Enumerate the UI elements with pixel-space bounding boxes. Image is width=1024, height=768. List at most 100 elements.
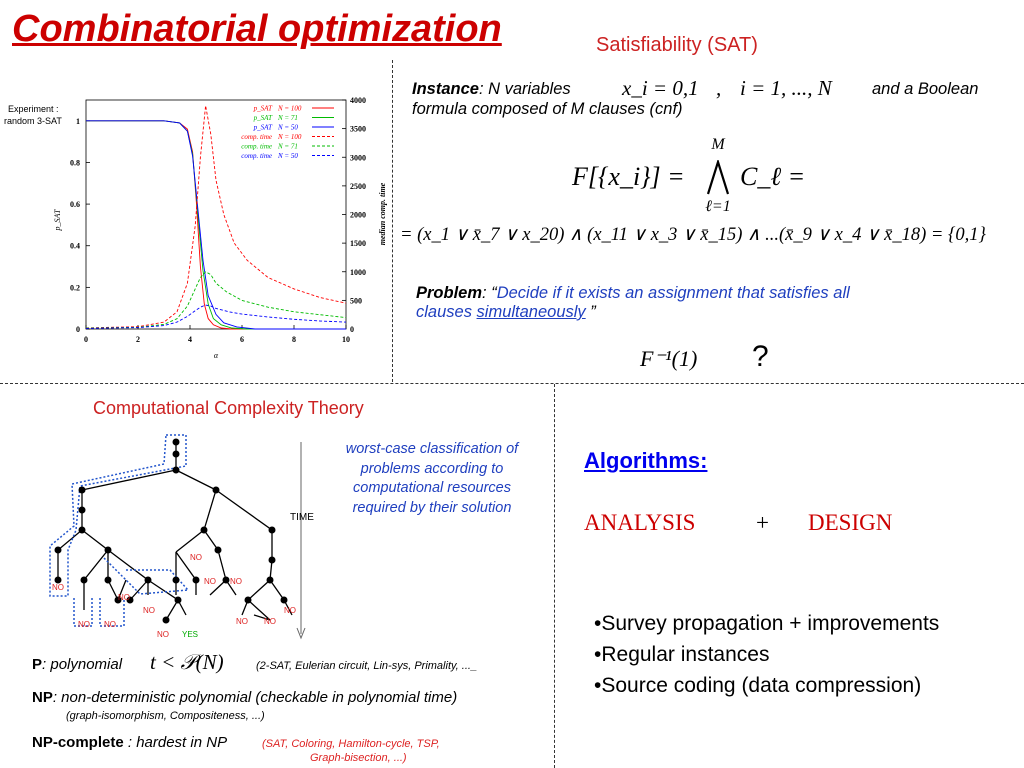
problem-colon: : “	[482, 284, 497, 302]
chart-plot-frame	[85, 99, 347, 330]
chart-y2-axis-label: median comp. time	[378, 182, 387, 245]
instance-text-3: formula composed of M clauses (cnf)	[412, 100, 683, 118]
algorithm-bullet: •Regular instances	[594, 643, 770, 666]
p-region-outline	[49, 434, 187, 597]
y2-tick-label: 1500	[350, 239, 366, 248]
formula-rhs: C_ℓ =	[740, 162, 806, 191]
time-label: TIME	[290, 512, 314, 523]
experiment-label-2: random 3-SAT	[4, 116, 62, 126]
series-line	[86, 120, 346, 330]
algorithm-bullet: •Survey propagation + improvements	[594, 612, 940, 635]
divider-top-vertical	[392, 60, 393, 382]
legend-n: N = 71	[277, 114, 298, 122]
series-line	[85, 271, 347, 329]
divider-bottom-vertical	[554, 384, 555, 768]
no-leaf-label: NO	[104, 620, 116, 629]
no-leaf-label: NO	[78, 620, 90, 629]
instance-text: : N variables	[478, 80, 571, 98]
x-tick-label: 4	[188, 335, 192, 344]
complexity-note-line: problems according to	[360, 460, 504, 477]
formula-op-top: M	[711, 136, 725, 153]
legend-label: comp. time	[241, 143, 272, 151]
y2-tick-label: 4000	[350, 96, 366, 105]
np-region-outline	[73, 557, 190, 627]
no-leaf-label: NO	[264, 617, 276, 626]
no-leaf-label: NO	[230, 577, 242, 586]
problem-label: Problem	[416, 284, 483, 302]
npc-class-label: NP-complete	[32, 734, 124, 751]
legend-label: comp. time	[241, 133, 272, 141]
analysis-label: ANALYSIS	[584, 510, 696, 535]
legend-label: p_SAT	[253, 105, 274, 113]
inverse-formula: F⁻¹(1)	[640, 346, 698, 371]
instance-label: Instance	[412, 80, 479, 98]
series-line	[85, 304, 347, 329]
complexity-note-line: required by their solution	[352, 499, 512, 516]
legend-n: N = 50	[277, 124, 298, 132]
no-leaf-label: NO	[143, 606, 155, 615]
y2-tick-label: 0	[350, 325, 354, 334]
no-leaf-label: NO	[118, 593, 130, 602]
y-tick-label: 0.6	[70, 200, 80, 209]
y-tick-label: 0	[76, 325, 80, 334]
formula-op-bottom: ℓ=1	[705, 198, 731, 215]
comma-separator: ,	[716, 76, 722, 100]
algorithms-heading: Algorithms:	[584, 448, 708, 473]
problem-text-2a: clauses	[416, 303, 477, 321]
no-leaf-label: NO	[157, 630, 169, 639]
x-tick-label: 6	[240, 335, 244, 344]
complexity-note-line: worst-case classification of	[345, 441, 519, 457]
no-leaf-labels: NO NO NO NO NO NO NO NO NO NO NO NO	[52, 553, 296, 639]
p-class-label: P	[32, 656, 43, 673]
y-tick-label: 0.4	[70, 242, 80, 251]
y2-tick-label: 2000	[350, 211, 366, 220]
design-label: DESIGN	[808, 510, 893, 535]
sat-transition-chart: Experiment : random 3-SAT 0 2 4 6 8 1000.20.4…	[4, 96, 387, 360]
p-class-math: t < 𝒫(N)	[150, 650, 224, 674]
legend-label: p_SAT	[253, 114, 274, 122]
no-leaf-label: NO	[284, 606, 296, 615]
no-leaf-label: NO	[190, 553, 202, 562]
divider-horizontal	[0, 383, 1024, 384]
series-line	[85, 105, 347, 329]
p-class-text: : polynomial	[42, 656, 123, 673]
tree-nodes	[54, 438, 288, 624]
formula-lhs: F[{x_i}] =	[572, 162, 685, 191]
complexity-heading: Computational Complexity Theory	[93, 398, 364, 418]
y-tick-label: 0.2	[70, 283, 80, 292]
y-tick-label: 1	[76, 117, 80, 126]
experiment-label-1: Experiment :	[8, 104, 59, 114]
y-tick-label: 0.8	[70, 158, 80, 167]
npc-examples-2: Graph-bisection, ...)	[310, 752, 407, 764]
yes-leaf-label: YES	[182, 630, 198, 639]
npc-class-text: : hardest in NP	[123, 734, 228, 751]
time-arrow-icon	[296, 627, 306, 640]
np-class-label: NP	[32, 689, 53, 706]
y2-tick-label: 3500	[350, 125, 366, 134]
series-line	[86, 120, 346, 330]
sat-heading: Satisfiability (SAT)	[596, 34, 758, 56]
x-tick-label: 8	[292, 335, 296, 344]
question-mark: ?	[752, 340, 769, 373]
legend-n: N = 71	[277, 143, 298, 151]
x-tick-label: 2	[136, 335, 140, 344]
y2-tick-label: 2500	[350, 182, 366, 191]
big-wedge-icon	[706, 160, 730, 195]
npc-examples-1: (SAT, Coloring, Hamilton-cycle, TSP,	[262, 738, 440, 750]
no-leaf-label: NO	[52, 583, 64, 592]
legend-n: N = 100	[277, 105, 302, 113]
chart-x-axis-label: α	[214, 351, 219, 360]
y2-tick-label: 1000	[350, 268, 366, 277]
plus-sign: +	[756, 510, 769, 535]
problem-text-2c: ”	[585, 303, 596, 321]
problem-text-2b: simultaneously	[476, 303, 586, 321]
variable-math: x_i = 0,1	[622, 76, 699, 100]
instance-text-2: and a Boolean	[872, 80, 979, 98]
complexity-note-line: computational resources	[353, 480, 511, 496]
page-title: Combinatorial optimization	[12, 8, 502, 50]
np-class-examples: (graph-isomorphism, Compositeness, ...)	[66, 710, 265, 722]
chart-y-axis-label: p_SAT	[53, 209, 62, 232]
y2-tick-label: 500	[350, 296, 362, 305]
x-tick-label: 0	[84, 335, 88, 344]
complexity-note: worst-case classification of problems ac…	[322, 440, 542, 518]
